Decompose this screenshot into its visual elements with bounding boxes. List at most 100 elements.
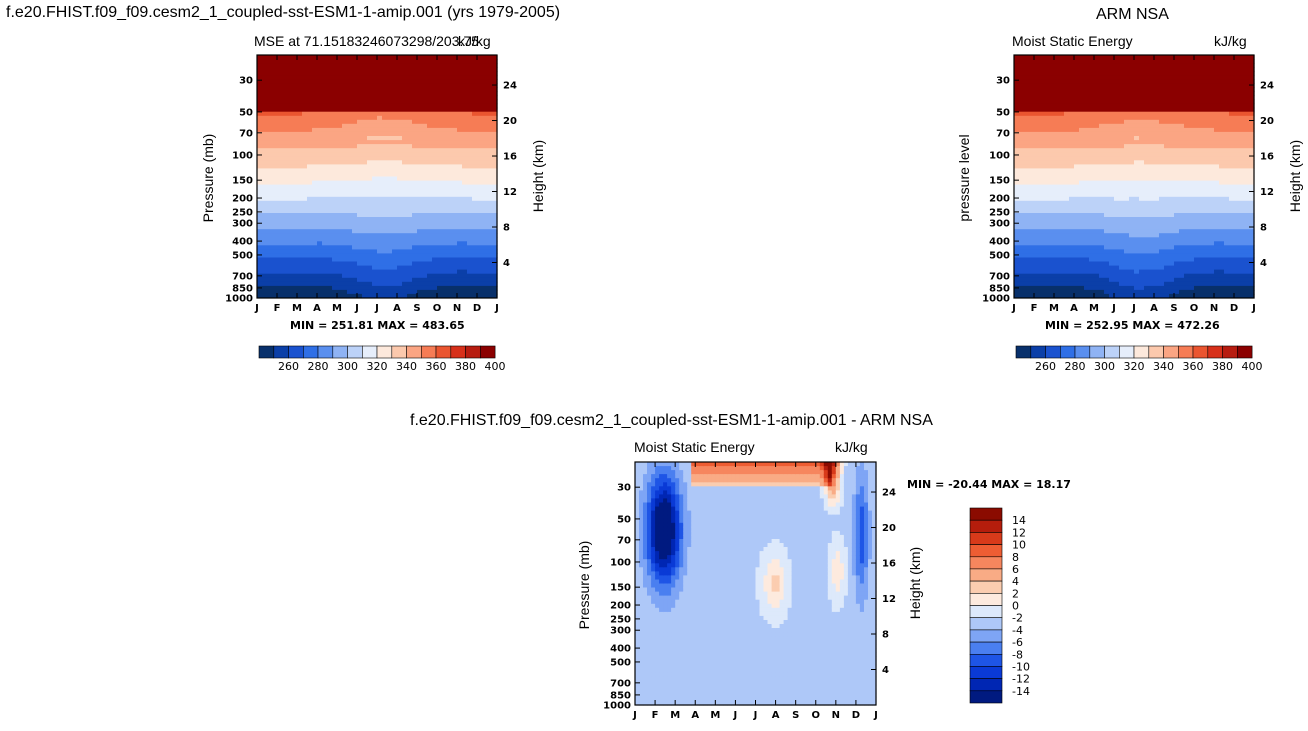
contour-cell (397, 83, 403, 88)
contour-cell (1029, 87, 1035, 92)
contour-cell (357, 115, 363, 121)
contour-cell (427, 176, 433, 182)
contour-cell (397, 107, 403, 113)
contour-cell (342, 253, 348, 258)
contour-cell (447, 188, 453, 194)
contour-cell (257, 131, 263, 137)
contour-cell (322, 289, 328, 295)
contour-cell (402, 127, 408, 133)
contour-cell (1169, 273, 1175, 279)
contour-cell (1089, 221, 1095, 226)
contour-cell (1024, 281, 1030, 287)
contour-cell (422, 221, 428, 226)
contour-cell (367, 289, 373, 295)
contour-cell (417, 249, 423, 254)
contour-cell (1174, 156, 1180, 161)
contour-cell (1079, 164, 1085, 169)
contour-cell (467, 200, 473, 206)
contour-cell (437, 67, 443, 72)
contour-cell (1119, 160, 1125, 165)
contour-cell (1034, 67, 1040, 72)
contour-cell (402, 249, 408, 254)
contour-cell (1069, 233, 1075, 238)
contour-cell (402, 107, 408, 113)
contour-cell (1029, 127, 1035, 133)
contour-cell (347, 245, 353, 250)
contour-cell (387, 188, 393, 194)
contour-cell (327, 196, 333, 202)
contour-cell (1124, 188, 1130, 194)
contour-cell (287, 249, 293, 254)
contour-cell (1099, 87, 1105, 92)
contour-cell (1149, 63, 1155, 68)
contour-cell (302, 71, 308, 76)
contour-cell (392, 99, 398, 105)
contour-cell (347, 176, 353, 182)
contour-cell (1054, 293, 1060, 299)
contour-cell (432, 75, 438, 80)
contour-cell (457, 91, 463, 96)
contour-cell (372, 225, 378, 230)
contour-cell (1064, 136, 1070, 141)
contour-cell (397, 241, 403, 246)
contour-cell (1069, 160, 1075, 165)
contour-cell (382, 176, 388, 182)
contour-cell (1069, 99, 1075, 105)
contour-cell (1174, 293, 1180, 299)
contour-cell (1034, 115, 1040, 121)
contour-cell (402, 136, 408, 141)
contour-cell (412, 269, 418, 275)
contour-cell (357, 253, 363, 258)
contour-cell (1074, 127, 1080, 133)
contour-cell (292, 237, 298, 242)
contour-cell (452, 225, 458, 230)
contour-cell (1044, 269, 1050, 275)
contour-cell (1039, 196, 1045, 202)
contour-cell (1044, 257, 1050, 263)
contour-cell (427, 131, 433, 137)
contour-cell (262, 164, 268, 169)
contour-cell (472, 265, 478, 271)
contour-cell (462, 152, 468, 157)
contour-cell (262, 87, 268, 92)
contour-cell (1134, 123, 1140, 129)
contour-cell (257, 200, 263, 206)
contour-cell (487, 176, 493, 182)
contour-cell (397, 140, 403, 145)
contour-cell (442, 225, 448, 230)
contour-cell (1074, 229, 1080, 234)
contour-cell (462, 148, 468, 153)
contour-cell (1059, 115, 1065, 121)
contour-cell (382, 208, 388, 214)
contour-cell (1094, 176, 1100, 182)
contour-cell (1109, 111, 1115, 117)
contour-cell (307, 192, 313, 198)
contour-cell (302, 277, 308, 283)
contour-cell (1094, 273, 1100, 279)
contour-cell (1154, 237, 1160, 242)
contour-cell (1124, 95, 1130, 101)
contour-cell (287, 160, 293, 165)
contour-cell (267, 123, 273, 129)
contour-cell (1064, 111, 1070, 117)
contour-cell (262, 180, 268, 186)
contour-cell (1104, 277, 1110, 283)
contour-cell (1019, 217, 1025, 222)
contour-cell (292, 107, 298, 113)
contour-cell (257, 115, 263, 121)
contour-cell (1059, 200, 1065, 206)
contour-cell (1144, 111, 1150, 117)
contour-cell (1044, 285, 1050, 291)
contour-cell (317, 55, 323, 60)
y-tick-label: 150 (232, 176, 253, 187)
contour-cell (1179, 107, 1185, 113)
contour-cell (1139, 99, 1145, 105)
contour-cell (1074, 213, 1080, 218)
contour-cell (482, 217, 488, 222)
contour-cell (1144, 233, 1150, 238)
contour-cell (382, 87, 388, 92)
contour-cell (442, 95, 448, 101)
contour-cell (377, 245, 383, 250)
contour-cell (382, 257, 388, 263)
contour-cell (322, 136, 328, 141)
